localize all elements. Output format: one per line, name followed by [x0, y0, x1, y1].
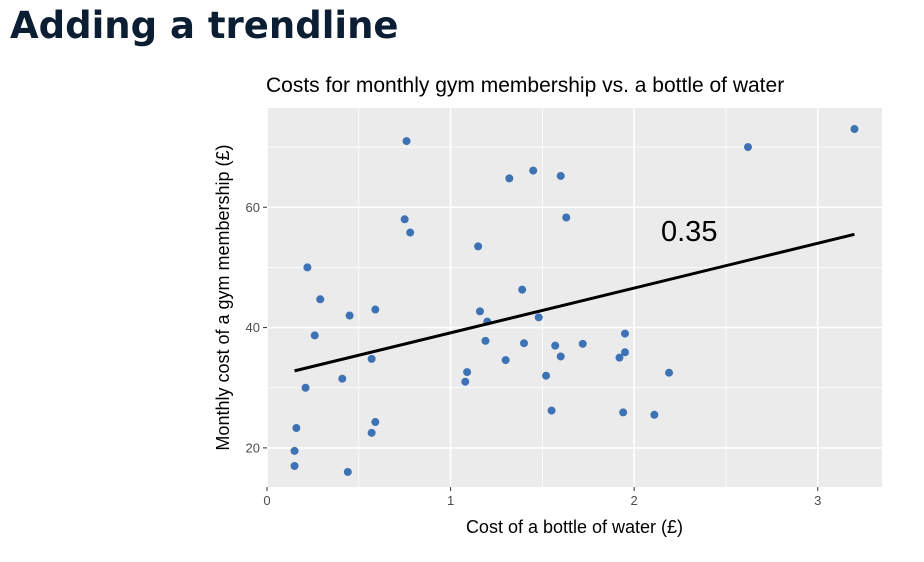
data-point — [556, 171, 565, 180]
plot-panel — [267, 108, 882, 487]
data-point — [290, 461, 299, 470]
data-point — [475, 307, 484, 316]
data-point — [367, 354, 376, 363]
data-point — [400, 215, 409, 224]
data-point — [620, 348, 629, 357]
x-axis-title: Cost of a bottle of water (£) — [466, 517, 683, 537]
data-point — [615, 353, 624, 362]
data-point — [520, 339, 529, 348]
y-tick-label: 60 — [246, 200, 260, 215]
data-point — [665, 368, 674, 377]
x-tick-label: 3 — [814, 493, 821, 508]
data-point — [542, 371, 551, 380]
data-point — [529, 166, 538, 175]
data-point — [620, 329, 629, 338]
data-point — [518, 285, 527, 294]
data-point — [345, 311, 354, 320]
data-point — [850, 125, 859, 134]
trendline — [294, 232, 855, 373]
data-point — [301, 383, 310, 392]
data-point — [547, 406, 556, 415]
data-point — [371, 305, 380, 314]
data-point — [406, 228, 415, 237]
data-point — [367, 428, 376, 437]
data-point — [316, 295, 325, 304]
data-point — [290, 446, 299, 455]
data-point — [556, 352, 565, 361]
data-point — [402, 137, 411, 146]
y-tick-label: 20 — [246, 440, 260, 455]
data-point — [619, 408, 628, 417]
data-point — [463, 368, 472, 377]
data-point — [501, 356, 510, 365]
data-point — [562, 213, 571, 222]
major-gridlines — [266, 108, 882, 487]
axis-ticks: 0 1 2 3 20 40 60 — [246, 200, 822, 508]
minor-gridlines — [267, 108, 882, 487]
data-point — [578, 339, 587, 348]
data-points — [290, 125, 859, 476]
data-point — [650, 410, 659, 419]
x-tick-label: 0 — [263, 493, 270, 508]
page-title: Adding a trendline — [10, 4, 399, 47]
data-point — [481, 336, 490, 345]
data-point — [303, 263, 312, 272]
data-point — [461, 377, 470, 386]
chart-title: Costs for monthly gym membership vs. a b… — [266, 74, 784, 97]
data-point — [743, 143, 752, 152]
y-tick-label: 40 — [246, 320, 260, 335]
data-point — [310, 331, 319, 340]
data-point — [338, 374, 347, 383]
y-axis-title: Monthly cost of a gym membership (£) — [213, 144, 233, 450]
data-point — [505, 174, 514, 183]
data-point — [371, 418, 380, 427]
data-point — [551, 341, 560, 350]
x-tick-label: 2 — [631, 493, 638, 508]
data-point — [474, 242, 483, 251]
correlation-annotation: 0.35 — [661, 216, 717, 248]
data-point — [534, 313, 543, 322]
x-tick-label: 1 — [447, 493, 454, 508]
data-point — [343, 467, 352, 476]
data-point — [292, 424, 301, 433]
